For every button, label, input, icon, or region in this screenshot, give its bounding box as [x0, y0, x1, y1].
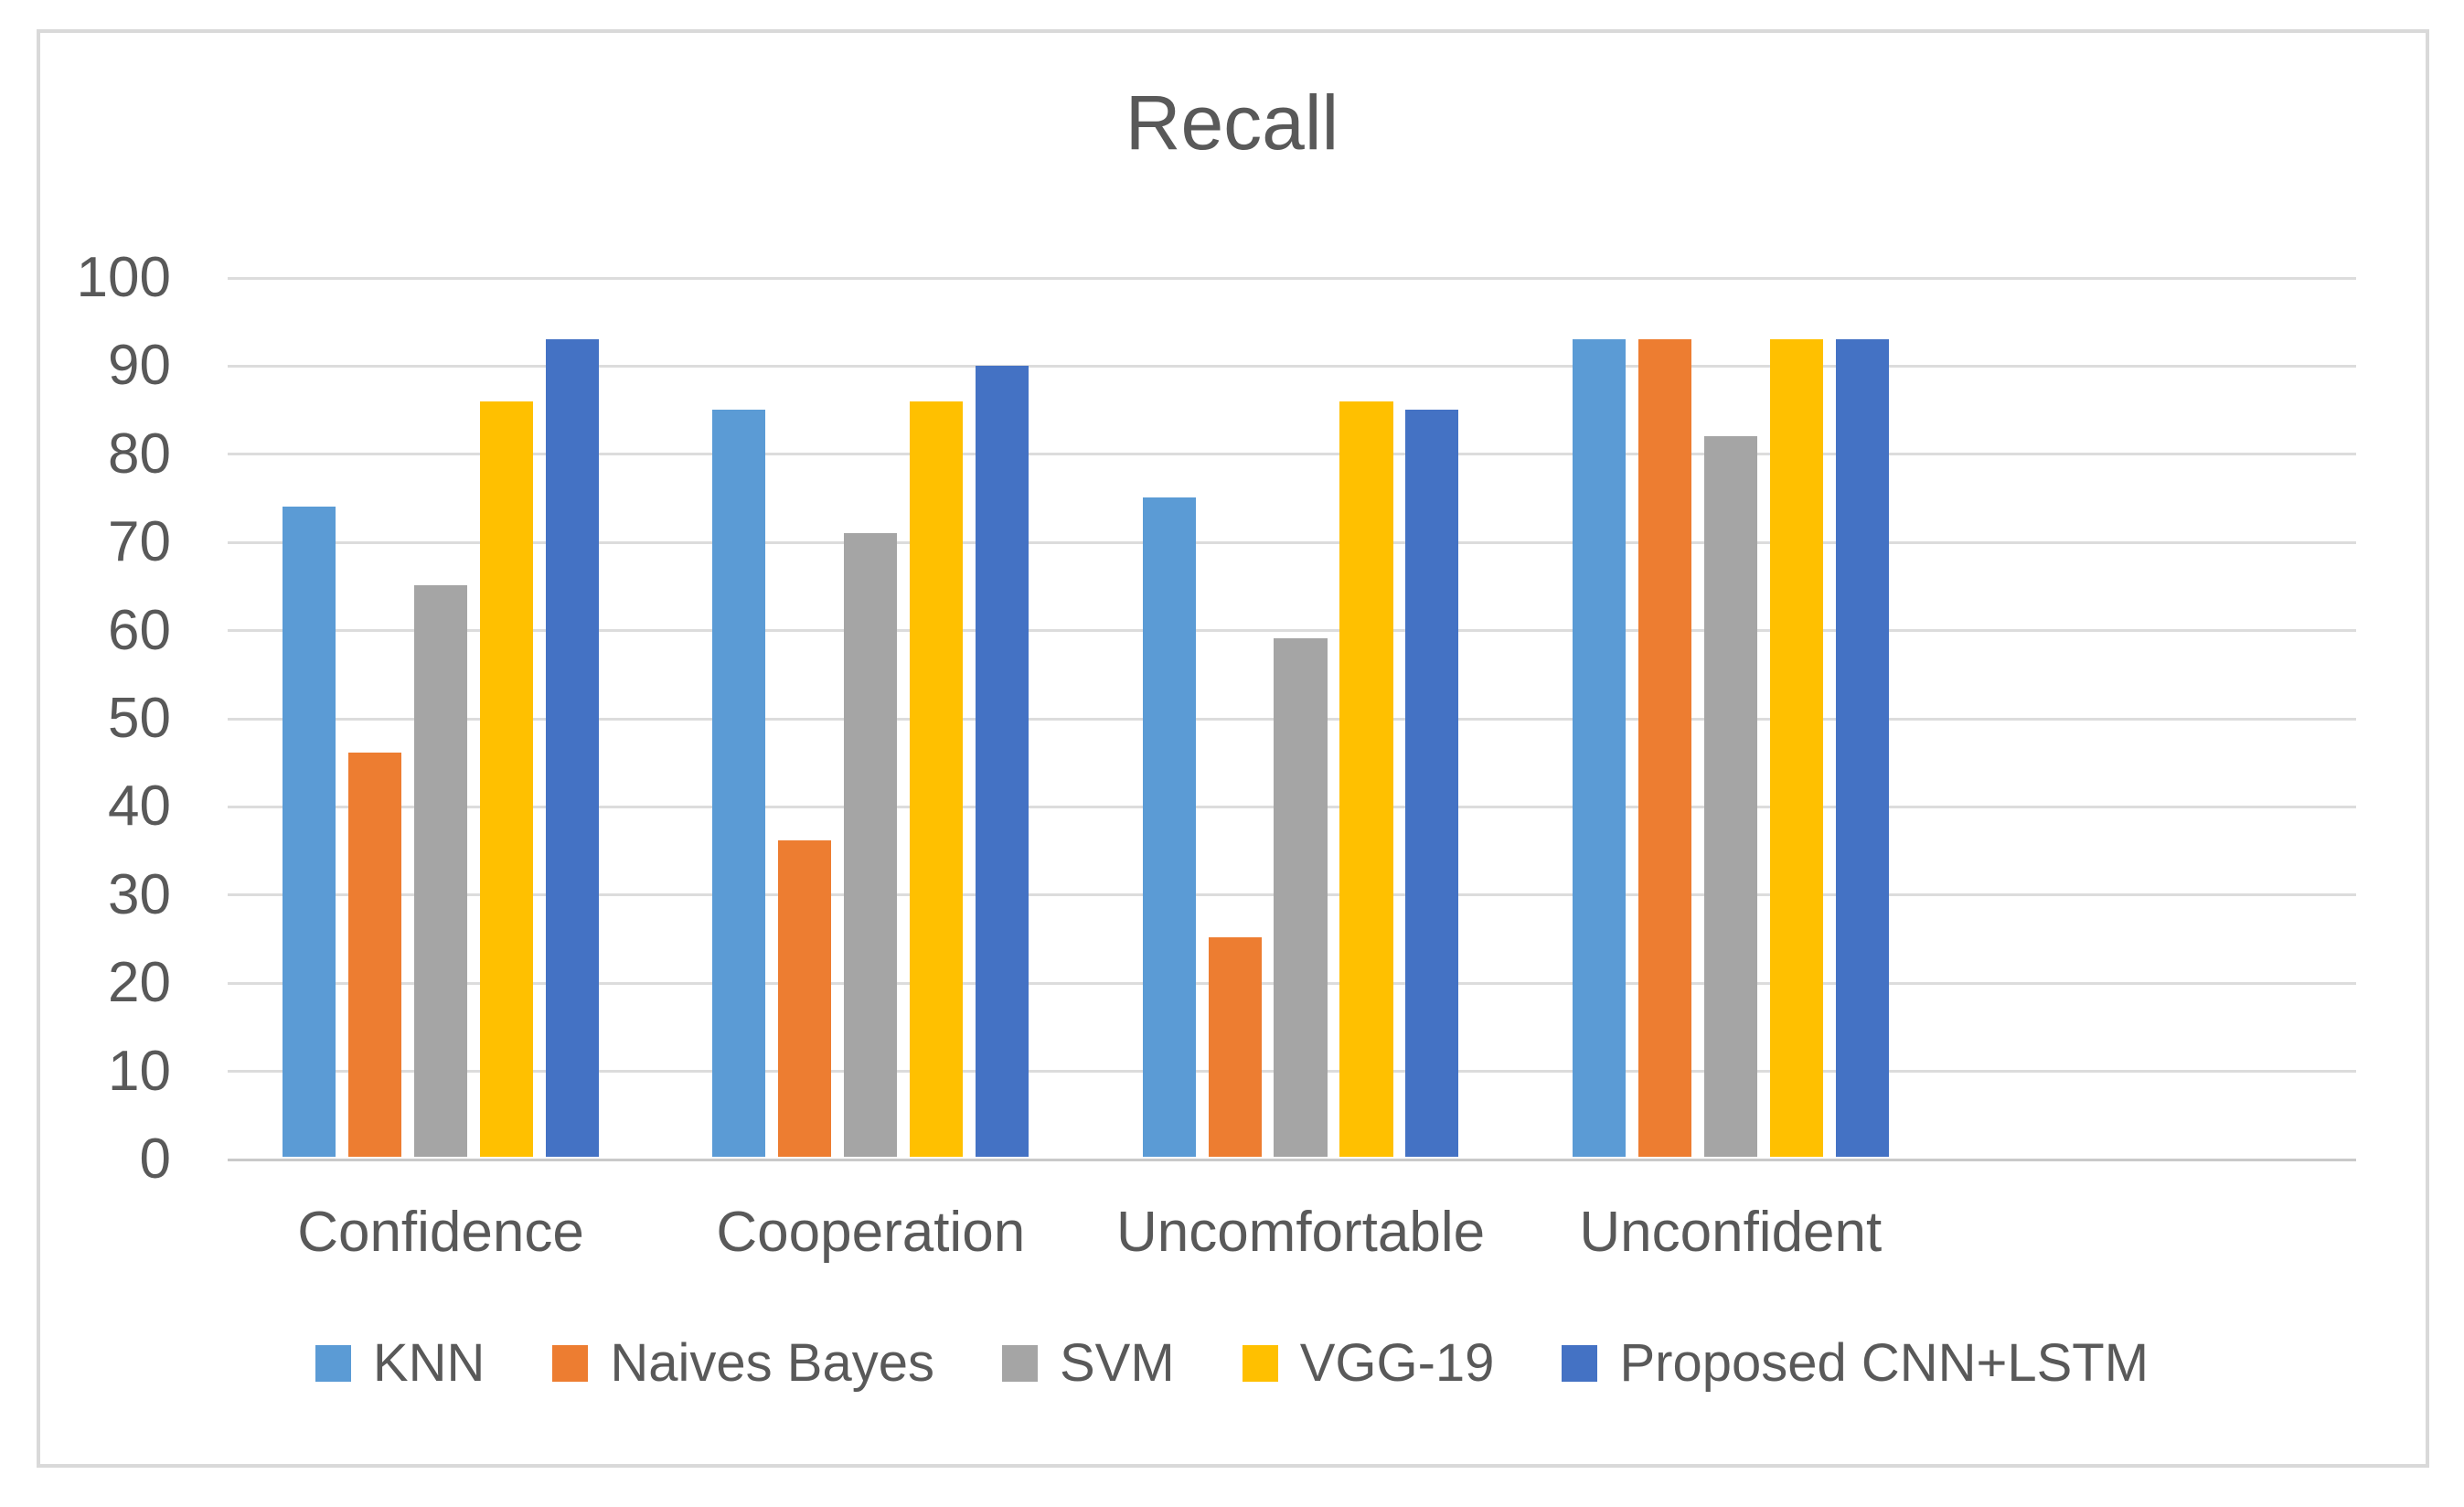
- legend-swatch-naives-bayes: [552, 1345, 589, 1383]
- gridline-100: [228, 276, 2356, 280]
- bar-confidence-knn: [283, 506, 336, 1157]
- legend-label-knn: KNN: [372, 1333, 485, 1393]
- y-tick-label-60: 60: [108, 598, 171, 662]
- legend-swatch-svm: [1002, 1345, 1038, 1383]
- legend-item-proposed-cnn-lstm: Proposed CNN+LSTM: [1562, 1333, 2149, 1395]
- bar-uncomfortable-svm: [1274, 638, 1328, 1157]
- y-tick-label-10: 10: [108, 1039, 171, 1103]
- legend-swatch-proposed-cnn-lstm: [1562, 1345, 1598, 1383]
- bar-cooperation-naives-bayes: [778, 840, 832, 1157]
- bar-group-unconfident: [1572, 278, 1889, 1157]
- legend-label-vgg-19: VGG-19: [1299, 1333, 1495, 1393]
- legend: KNN Naives Bayes SVM VGG-19 Proposed CNN+LST…: [0, 1333, 2464, 1395]
- bar-cooperation-proposed-cnn-lstm: [976, 366, 1029, 1157]
- y-tick-label-70: 70: [108, 510, 171, 574]
- bar-uncomfortable-vgg-19: [1339, 401, 1393, 1157]
- bar-cooperation-svm: [844, 532, 898, 1157]
- legend-swatch-knn: [315, 1345, 351, 1383]
- bar-cooperation-knn: [712, 410, 766, 1157]
- gridline-80: [228, 453, 2356, 456]
- y-tick-label-80: 80: [108, 422, 171, 486]
- bar-group-confidence: [283, 278, 599, 1157]
- bar-confidence-svm: [413, 585, 468, 1157]
- legend-label-proposed-cnn-lstm: Proposed CNN+LSTM: [1619, 1333, 2149, 1393]
- y-tick-label-0: 0: [139, 1128, 171, 1191]
- bar-uncomfortable-naives-bayes: [1208, 936, 1262, 1157]
- legend-item-svm: SVM: [1002, 1333, 1175, 1395]
- chart-title: Recall: [1125, 80, 1339, 166]
- bar-uncomfortable-knn: [1142, 497, 1196, 1157]
- legend-item-naives-bayes: Naives Bayes: [552, 1333, 934, 1395]
- legend-swatch-vgg-19: [1242, 1345, 1278, 1383]
- bar-uncomfortable-proposed-cnn-lstm: [1405, 410, 1459, 1157]
- bar-unconfident-proposed-cnn-lstm: [1835, 339, 1889, 1157]
- bar-group-uncomfortable: [1142, 278, 1459, 1157]
- legend-label-svm: SVM: [1060, 1333, 1175, 1393]
- category-label-cooperation: Cooperation: [716, 1201, 1026, 1264]
- plot-area: [228, 276, 2356, 1161]
- y-tick-label-100: 100: [76, 246, 171, 309]
- bar-unconfident-svm: [1703, 435, 1757, 1157]
- gridline-70: [228, 540, 2356, 544]
- bar-confidence-proposed-cnn-lstm: [545, 339, 599, 1157]
- y-tick-label-40: 40: [108, 775, 171, 839]
- bar-unconfident-naives-bayes: [1637, 339, 1691, 1157]
- y-tick-label-50: 50: [108, 687, 171, 750]
- legend-item-knn: KNN: [315, 1333, 485, 1395]
- bar-group-cooperation: [712, 278, 1029, 1157]
- chart-frame: [37, 29, 2429, 1468]
- y-tick-label-20: 20: [108, 951, 171, 1015]
- category-label-confidence: Confidence: [297, 1201, 584, 1264]
- x-axis-line: [228, 1158, 2356, 1161]
- bar-confidence-vgg-19: [479, 401, 534, 1157]
- y-tick-label-90: 90: [108, 334, 171, 398]
- bar-cooperation-vgg-19: [910, 401, 964, 1157]
- bar-unconfident-knn: [1572, 339, 1626, 1157]
- gridline-90: [228, 364, 2356, 368]
- category-label-uncomfortable: Uncomfortable: [1115, 1201, 1486, 1264]
- legend-label-naives-bayes: Naives Bayes: [610, 1333, 934, 1393]
- legend-item-vgg-19: VGG-19: [1242, 1333, 1495, 1395]
- category-label-unconfident: Unconfident: [1579, 1201, 1883, 1264]
- gridline-60: [228, 629, 2356, 633]
- bar-unconfident-vgg-19: [1769, 339, 1823, 1157]
- bar-confidence-naives-bayes: [348, 752, 402, 1157]
- y-tick-label-30: 30: [108, 862, 171, 926]
